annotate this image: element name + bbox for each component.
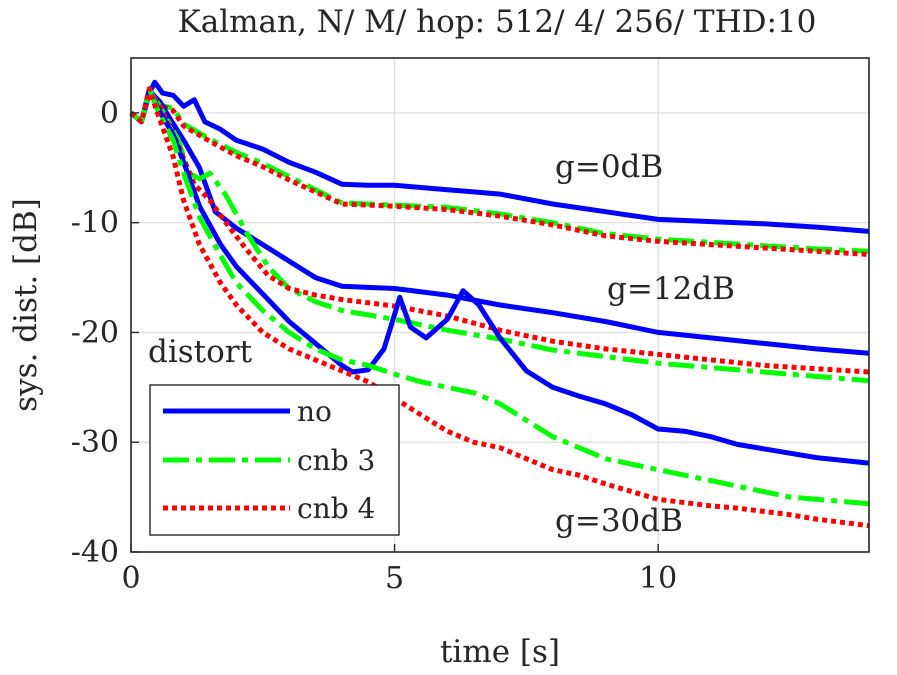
series-line-no-g30db — [129, 86, 870, 466]
x-tick-label: 10 — [639, 561, 677, 596]
series-layer — [129, 79, 870, 529]
plot-frame — [130, 57, 870, 553]
legend-label-cnb4: cnb 4 — [297, 492, 375, 525]
annotation-g12: g=12dB — [607, 271, 735, 307]
y-tick-label: 0 — [100, 96, 119, 131]
legend-title: distort — [148, 334, 253, 370]
x-tick-label: 5 — [385, 561, 404, 596]
legend: no cnb 3 cnb 4 — [149, 384, 400, 536]
annotation-g30: g=30dB — [555, 503, 683, 539]
y-tick-label: -20 — [71, 315, 119, 350]
series-line-cnb3-g30db — [129, 86, 870, 507]
y-tick-label: -40 — [71, 535, 119, 570]
y-tick-label: -10 — [71, 206, 119, 241]
series-line-no-g12db — [129, 88, 870, 356]
axis-ticks: 0 5 10 0 -10 -20 -30 -40 — [71, 96, 678, 596]
y-axis-label: sys. dist. [dB] — [8, 198, 44, 412]
chart-title: Kalman, N/ M/ hop: 512/ 4/ 256/ THD:10 — [178, 4, 817, 40]
legend-label-cnb3: cnb 3 — [297, 444, 375, 477]
annotation-g0: g=0dB — [555, 149, 663, 185]
series-line-no-g0db — [129, 79, 870, 234]
legend-label-no: no — [297, 395, 332, 428]
series-line-cnb4-g30db — [129, 86, 870, 529]
x-tick-label: 0 — [121, 561, 140, 596]
y-tick-label: -30 — [71, 425, 119, 460]
x-axis-label: time [s] — [440, 634, 560, 670]
